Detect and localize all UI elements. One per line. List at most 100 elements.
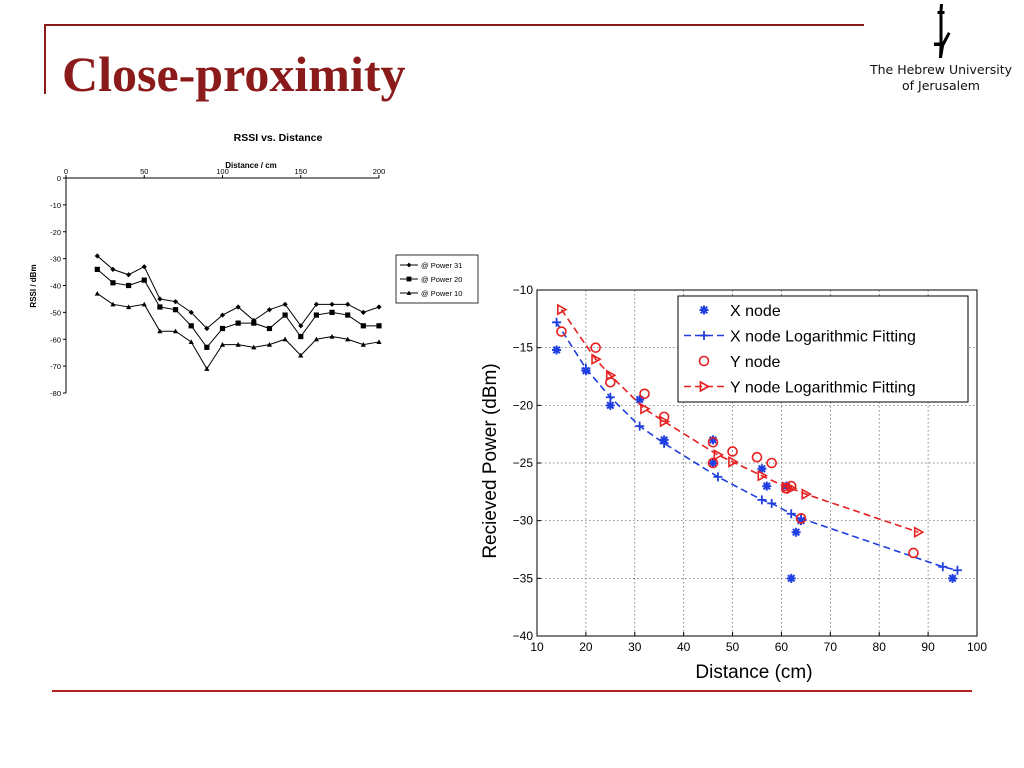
- chart1-series-line: [96, 255, 380, 330]
- chart1-data-point: [298, 333, 304, 340]
- chart2-data-point: [757, 495, 767, 505]
- chart1-data-point: [345, 336, 351, 342]
- chart2-data-point: [707, 436, 719, 448]
- footer-rule: [52, 690, 972, 692]
- chart2-data-point: [948, 573, 958, 583]
- chart1-data-point: [329, 309, 335, 315]
- chart1-data-point: [110, 301, 116, 307]
- chart2-y-tick-label: −20: [513, 398, 534, 412]
- chart1-data-point: [219, 342, 226, 347]
- chart2-data-point: [786, 509, 796, 519]
- chart2-data-point: [938, 562, 948, 572]
- chart1-data-point: [376, 323, 382, 329]
- chart1-x-axis-label: Distance / cm: [225, 161, 277, 170]
- chart1-y-tick-label: -30: [50, 255, 61, 264]
- chart2-data-point: [552, 317, 562, 327]
- chart2-data-point: [757, 464, 767, 474]
- chart2-data-point: [552, 345, 562, 355]
- chart1-data-point: [219, 325, 226, 332]
- chart2-data-point: [708, 458, 718, 468]
- chart2-data-point: [908, 547, 919, 559]
- chart1-data-point: [282, 301, 288, 307]
- chart1-data-point: [329, 333, 335, 339]
- chart2-data-point: [635, 395, 645, 405]
- chart1-y-tick-label: -60: [50, 335, 61, 344]
- chart1-data-point: [94, 253, 100, 259]
- chart1-y-tick-label: -20: [50, 228, 61, 237]
- chart2-data-point: [786, 482, 798, 495]
- chart1-data-point: [360, 342, 366, 347]
- chart2-data-point: [591, 353, 602, 366]
- chart2-data-point: [707, 457, 719, 469]
- title-rule-top: [44, 24, 864, 26]
- chart1-y-tick-label: 0: [57, 174, 61, 183]
- menorah-mark-icon: [934, 4, 951, 58]
- chart1-data-point: [360, 323, 366, 329]
- chart1-data-point: [94, 290, 100, 296]
- chart2-data-point: [728, 455, 739, 468]
- chart1-data-point: [204, 344, 210, 350]
- chart1-data-point: [94, 266, 100, 272]
- university-logo: The Hebrew University of Jerusalem: [858, 2, 1024, 102]
- chart1-legend-label: @ Power 20: [421, 275, 462, 284]
- chart1-legend-label: @ Power 10: [421, 289, 462, 298]
- chart2-legend-marker: [698, 355, 710, 367]
- chart1-data-point: [126, 304, 132, 310]
- chart1-data-point: [172, 328, 179, 334]
- chart2-x-tick-label: 80: [873, 640, 887, 654]
- chart2-x-tick-label: 90: [921, 640, 935, 654]
- chart1-data-point: [266, 307, 273, 313]
- chart2-data-point: [781, 481, 793, 494]
- received-power-chart: Distance (cm) Recieved Power (dBm) 10 20 3…: [480, 283, 987, 683]
- chart1-x-tick-label: 200: [373, 167, 386, 176]
- chart1-data-point: [282, 312, 288, 318]
- chart1-legend-label: @ Power 31: [421, 261, 462, 270]
- chart2-data-point: [796, 513, 806, 523]
- chart1-y-tick-label: -40: [50, 282, 61, 291]
- chart1-data-point: [251, 320, 257, 326]
- chart1-data-point: [188, 323, 194, 329]
- chart1-data-point: [126, 272, 132, 278]
- chart2-legend-label: X node Logarithmic Fitting: [730, 329, 916, 346]
- chart2-data-point: [659, 415, 671, 428]
- chart2-y-tick-label: −15: [513, 341, 534, 355]
- chart1-data-point: [110, 266, 116, 272]
- chart2-y-tick-label: −25: [513, 456, 534, 470]
- chart1-data-point: [282, 336, 288, 342]
- chart1-data-point: [219, 312, 226, 318]
- chart2-data-point: [605, 400, 615, 410]
- chart2-data-point: [556, 326, 567, 337]
- chart2-data-point: [635, 421, 645, 431]
- chart2-x-axis-label: Distance (cm): [695, 662, 812, 683]
- chart1-data-point: [235, 304, 241, 310]
- chart2-data-point: [952, 565, 962, 575]
- chart2-data-point: [605, 392, 615, 402]
- chart2-data-point: [801, 488, 813, 500]
- chart2-y-tick-label: −40: [513, 629, 534, 643]
- chart1-data-point: [157, 304, 163, 310]
- chart1-y-tick-label: -80: [50, 389, 61, 398]
- chart1-data-point: [157, 328, 163, 334]
- chart1-data-point: [313, 336, 319, 342]
- chart2-data-point: [713, 472, 723, 482]
- chart1-data-point: [141, 277, 147, 283]
- chart2-x-tick-label: 70: [824, 640, 838, 654]
- chart1-data-point: [235, 342, 241, 347]
- chart1-data-point: [251, 344, 257, 350]
- chart2-x-tick-label: 60: [775, 640, 789, 654]
- chart1-data-point: [126, 282, 132, 289]
- chart2-data-point: [766, 457, 777, 469]
- chart2-legend-label: Y node Logarithmic Fitting: [730, 380, 916, 397]
- chart2-data-point: [605, 369, 617, 382]
- title-rule-left: [44, 24, 46, 94]
- chart1-y-tick-label: -50: [50, 308, 61, 317]
- chart2-y-tick-label: −35: [513, 571, 534, 585]
- chart2-legend-label: X node: [730, 303, 781, 320]
- chart1-y-tick-label: -10: [50, 201, 61, 210]
- chart1-data-point: [266, 342, 273, 347]
- chart1-data-point: [313, 301, 319, 307]
- chart2-data-point: [708, 435, 718, 445]
- chart1-data-point: [376, 339, 382, 345]
- chart1-data-point: [172, 307, 179, 313]
- chart1-data-point: [360, 309, 366, 315]
